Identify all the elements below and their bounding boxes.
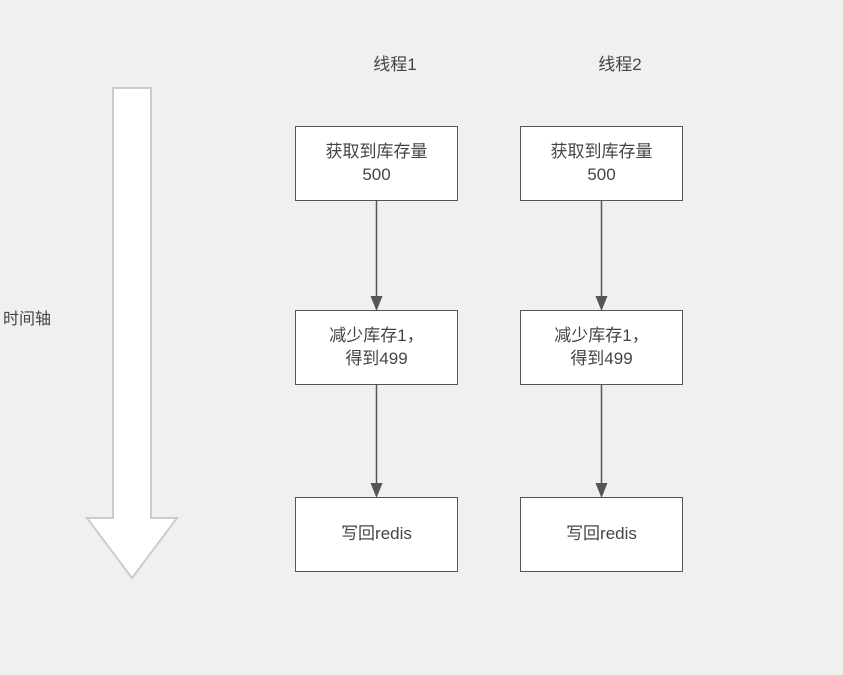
flow-node-line1: 减少库存1，	[329, 326, 423, 345]
flow-node-t1n1: 获取到库存量 500	[295, 126, 458, 201]
flow-node-line1: 写回redis	[566, 524, 637, 543]
diagram-canvas: 线程1 线程2 时间轴 获取到库存量 500 减少库存1， 得到499 写回re…	[0, 0, 843, 675]
timeline-axis-label-text: 时间轴	[3, 311, 51, 328]
column-header-label: 线程2	[598, 55, 641, 74]
flow-node-line1: 写回redis	[341, 524, 412, 543]
flow-node-line1: 减少库存1，	[554, 326, 648, 345]
flow-node-t1n3: 写回redis	[295, 497, 458, 572]
flow-node-line1: 获取到库存量	[326, 142, 428, 161]
flow-node-t1n2: 减少库存1， 得到499	[295, 310, 458, 385]
flow-node-text: 写回redis	[341, 523, 412, 546]
flow-node-line2: 得到499	[345, 349, 407, 368]
column-header-thread1: 线程1	[295, 50, 495, 75]
flow-node-t2n2: 减少库存1， 得到499	[520, 310, 683, 385]
flow-node-line2: 500	[587, 165, 615, 184]
flow-node-text: 减少库存1， 得到499	[329, 325, 423, 371]
flow-node-t2n3: 写回redis	[520, 497, 683, 572]
column-header-thread2: 线程2	[520, 50, 720, 75]
flow-node-text: 获取到库存量 500	[326, 141, 428, 187]
timeline-arrow-icon	[87, 88, 177, 578]
column-header-label: 线程1	[373, 55, 416, 74]
flow-node-line1: 获取到库存量	[551, 142, 653, 161]
timeline-axis-label: 时间轴	[0, 305, 54, 329]
flow-node-text: 写回redis	[566, 523, 637, 546]
flow-node-text: 获取到库存量 500	[551, 141, 653, 187]
flow-node-line2: 500	[362, 165, 390, 184]
flow-node-line2: 得到499	[570, 349, 632, 368]
flow-node-text: 减少库存1， 得到499	[554, 325, 648, 371]
flow-node-t2n1: 获取到库存量 500	[520, 126, 683, 201]
